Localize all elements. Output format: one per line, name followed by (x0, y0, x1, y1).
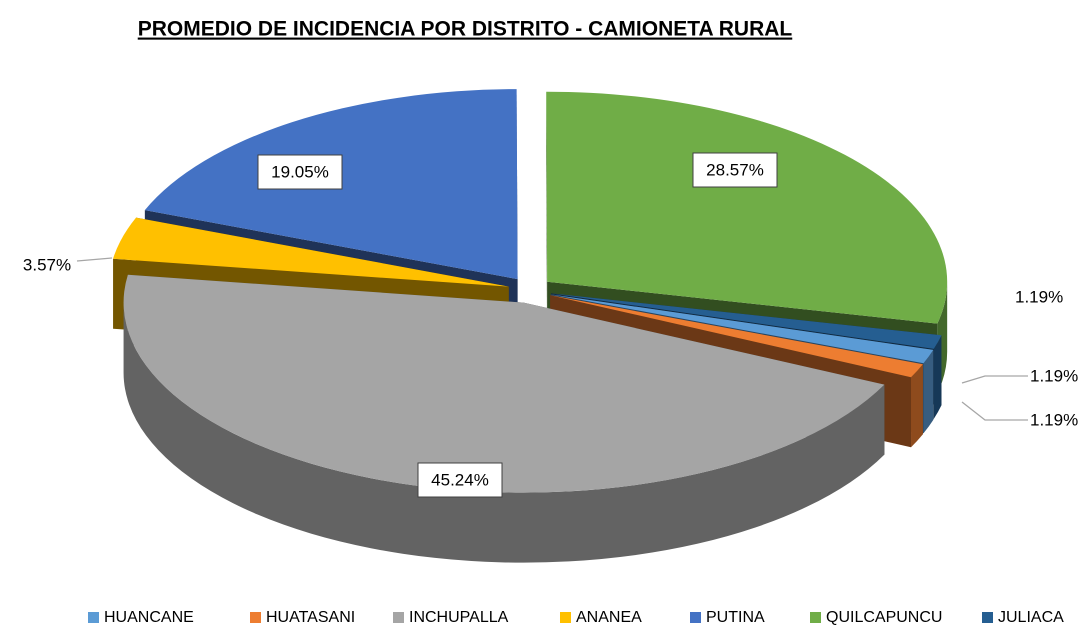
slice (123, 274, 885, 493)
slice (550, 294, 934, 364)
legend-label: QUILCAPUNCU (826, 609, 942, 626)
data-label: 1.19% (1030, 410, 1078, 429)
leader-line (961, 401, 1028, 421)
slice-side (923, 349, 934, 434)
data-label: 1.19% (1030, 366, 1078, 385)
label-box (417, 462, 503, 498)
legend-label: JULIACA (998, 609, 1064, 626)
data-label: 45.24% (431, 470, 489, 489)
legend-label: HUANCANE (104, 609, 194, 626)
data-label: 3.57% (23, 255, 71, 274)
slice (546, 91, 948, 324)
legend-swatch (88, 612, 99, 623)
legend-swatch (393, 612, 404, 623)
slice-side (933, 335, 942, 419)
label-box (257, 154, 343, 190)
legend-label: HUATASANI (266, 609, 355, 626)
legend-swatch (982, 612, 993, 623)
slice (551, 293, 942, 349)
data-label: 28.57% (706, 160, 764, 179)
slice-side (911, 364, 923, 448)
label-box (692, 152, 778, 188)
slice (113, 217, 509, 287)
data-label: 19.05% (271, 162, 329, 181)
legend-label: ANANEA (576, 609, 642, 626)
data-label: 1.19% (1015, 287, 1063, 306)
slice (550, 295, 923, 378)
legend-label: PUTINA (706, 609, 765, 626)
legend-label: INCHUPALLA (409, 609, 509, 626)
slice-side (123, 302, 885, 563)
chart-title: PROMEDIO DE INCIDENCIA POR DISTRITO - CA… (138, 18, 793, 41)
legend-swatch (560, 612, 571, 623)
slice-side (546, 91, 548, 352)
leader-line (76, 257, 113, 262)
legend-swatch (690, 612, 701, 623)
legend-swatch (810, 612, 821, 623)
leader-line (961, 375, 1028, 384)
legend-swatch (250, 612, 261, 623)
